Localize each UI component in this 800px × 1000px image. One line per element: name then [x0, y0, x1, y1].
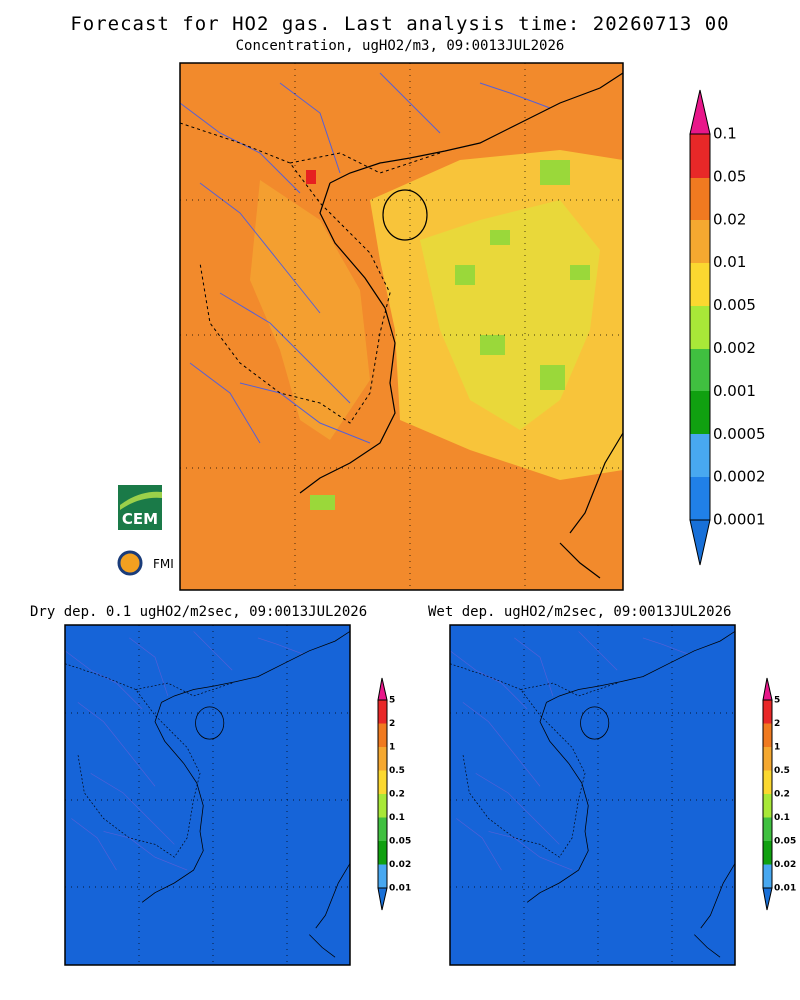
colorbar-label: 0.1: [774, 813, 790, 823]
colorbar-label: 0.01: [774, 884, 796, 894]
fmi-logo: FMI: [117, 550, 174, 576]
colorbar-label: 0.005: [713, 296, 756, 314]
colorbar-label: 0.05: [389, 837, 411, 847]
colorbar-label: 0.02: [774, 860, 796, 870]
colorbar-segment: [763, 841, 772, 865]
title: Forecast for HO2 gas. Last analysis time…: [70, 13, 729, 35]
main-colorbar: [689, 89, 711, 566]
main-map: [179, 62, 624, 591]
colorbar-segment: [763, 747, 772, 771]
colorbar-segment: [378, 841, 387, 865]
colorbar-segment: [763, 864, 772, 888]
colorbar-label: 0.0005: [713, 425, 766, 443]
colorbar-label: 0.1: [713, 125, 737, 143]
colorbar-label: 2: [774, 719, 780, 729]
colorbar-label: 5: [389, 696, 395, 706]
panel-title: Wet dep. ugHO2/m2sec, 09:0013JUL2026: [428, 604, 731, 620]
colorbar-label: 0.002: [713, 339, 756, 357]
colorbar-cap: [762, 887, 773, 911]
panel-title: Dry dep. 0.1 ugHO2/m2sec, 09:0013JUL2026: [30, 604, 367, 620]
colorbar-label: 1: [389, 743, 395, 753]
colorbar-label: 0.001: [713, 382, 756, 400]
colorbar-label: 2: [389, 719, 395, 729]
colorbar-label: 0.2: [774, 790, 790, 800]
colorbar-label: 1: [774, 743, 780, 753]
subtitle: Concentration, ugHO2/m3, 09:0013JUL2026: [236, 38, 565, 54]
colorbar-segment: [378, 700, 387, 724]
colorbar-segment: [378, 817, 387, 841]
small-colorbar: 5 2 1 0.5 0.2 0.1 0.05 0.02 0.01: [377, 677, 411, 911]
colorbar-label: 0.2: [389, 790, 405, 800]
colorbar-label: 0.1: [389, 813, 405, 823]
colorbar-cap: [762, 677, 773, 701]
colorbar-label: 0.02: [389, 860, 411, 870]
colorbar-cap: [377, 887, 388, 911]
colorbar-segment: [763, 723, 772, 747]
colorbar-label: 0.01: [389, 884, 411, 894]
colorbar-label: 0.0001: [713, 511, 766, 529]
colorbar-segment: [378, 794, 387, 818]
cem-text: CEM: [122, 510, 158, 528]
colorbar-frame: [762, 699, 773, 889]
colorbar-segment: [378, 723, 387, 747]
colorbar-label: 5: [774, 696, 780, 706]
cem-logo: CEM: [118, 485, 162, 530]
colorbar-label: 0.01: [713, 253, 746, 271]
colorbar-segment: [763, 770, 772, 794]
colorbar-segment: [763, 817, 772, 841]
colorbar-label: 0.5: [774, 766, 790, 776]
wet-map: [449, 624, 736, 966]
colorbar-label: 0.0002: [713, 468, 766, 486]
small-colorbar: 5 2 1 0.5 0.2 0.1 0.05 0.02 0.01: [762, 677, 796, 911]
colorbar-label: 0.02: [713, 210, 746, 228]
colorbar-segment: [378, 747, 387, 771]
colorbar-label: 0.05: [774, 837, 796, 847]
fmi-text: FMI: [153, 557, 174, 571]
colorbar-segment: [763, 794, 772, 818]
colorbar-label: 0.05: [713, 167, 746, 185]
colorbar-label: 0.5: [389, 766, 405, 776]
colorbar-frame: [377, 699, 388, 889]
colorbar-segment: [378, 770, 387, 794]
colorbar-segment: [763, 700, 772, 724]
dry-map: [64, 624, 351, 966]
colorbar-segment: [378, 864, 387, 888]
colorbar-cap: [377, 677, 388, 701]
